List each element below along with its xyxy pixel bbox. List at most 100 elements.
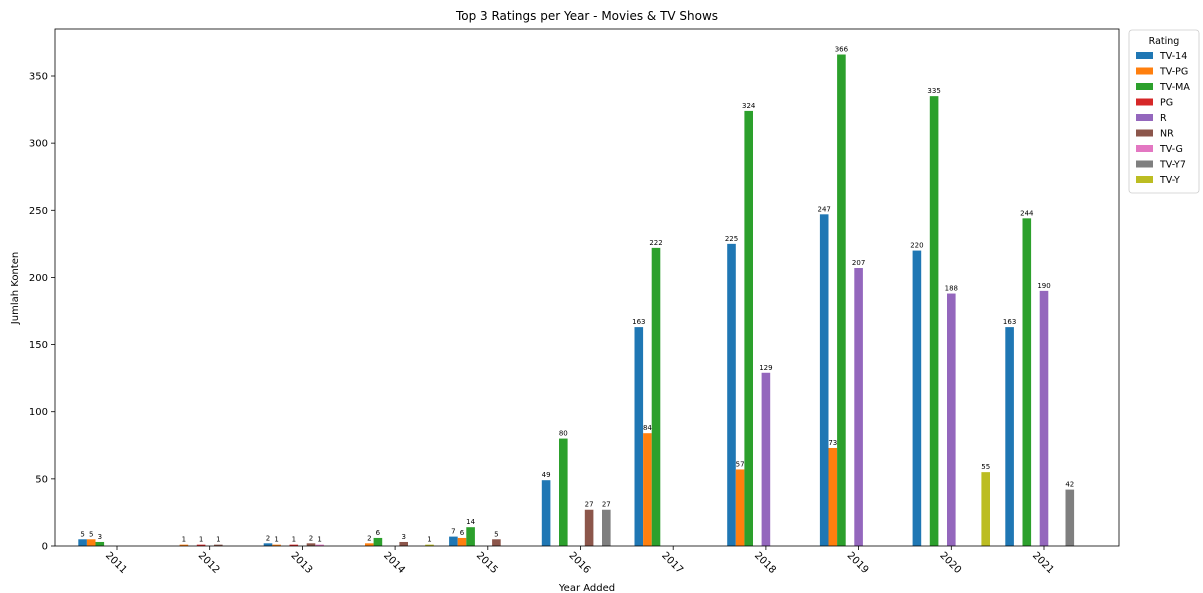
y-tick-label: 150 <box>29 340 48 351</box>
bar-value-label: 366 <box>835 46 849 54</box>
legend-swatch-r <box>1136 114 1153 121</box>
y-axis-label: Jumlah Konten <box>10 252 21 325</box>
bar-value-label: 163 <box>1003 318 1016 326</box>
x-tick-label: 2018 <box>752 550 778 576</box>
bar-r-2020 <box>947 293 956 546</box>
x-tick-label: 2017 <box>659 550 685 576</box>
bar-value-label: 1 <box>427 536 431 544</box>
bar-value-label: 129 <box>759 364 772 372</box>
bar-value-label: 42 <box>1065 481 1074 489</box>
bar-nr-2016 <box>584 509 594 546</box>
bar-value-label: 2 <box>266 534 270 542</box>
legend-swatch-tv-14 <box>1136 52 1153 59</box>
bar-tv-pg-2018 <box>735 469 745 546</box>
x-tick-label: 2016 <box>567 550 593 576</box>
legend-label: TV-14 <box>1159 51 1187 62</box>
bar-tv-pg-2011 <box>86 539 96 546</box>
bar-tv-y-2020 <box>981 472 990 546</box>
bar-value-label: 188 <box>945 285 958 293</box>
bar-value-label: 1 <box>199 536 203 544</box>
bar-tv-ma-2020 <box>929 96 939 547</box>
bar-tv-ma-2014 <box>373 537 383 546</box>
bar-value-label: 80 <box>559 430 568 438</box>
y-tick-label: 250 <box>29 206 48 217</box>
x-tick-label: 2020 <box>937 550 963 576</box>
bar-nr-2013 <box>306 543 316 546</box>
bar-r-2021 <box>1039 290 1049 546</box>
bar-value-label: 27 <box>602 501 611 509</box>
chart-title: Top 3 Ratings per Year - Movies & TV Sho… <box>455 9 718 23</box>
bar-tv-g-2013 <box>315 544 324 546</box>
bar-value-label: 55 <box>981 463 990 471</box>
y-tick-label: 200 <box>29 273 48 284</box>
bar-tv-14-2019 <box>819 214 829 547</box>
bar-value-label: 84 <box>643 424 652 432</box>
bar-tv-ma-2018 <box>744 110 753 547</box>
x-tick-label: 2019 <box>845 550 871 576</box>
bar-value-label: 1 <box>182 536 186 544</box>
bar-value-label: 2 <box>309 534 313 542</box>
bar-tv-pg-2019 <box>828 447 838 546</box>
legend-label: TV-Y7 <box>1159 160 1186 171</box>
bar-tv-ma-2016 <box>559 438 568 546</box>
y-tick-label: 50 <box>35 474 48 485</box>
x-tick-label: 2021 <box>1030 550 1056 576</box>
x-axis-label: Year Added <box>558 583 615 593</box>
bar-nr-2014 <box>399 541 408 546</box>
bar-value-label: 3 <box>98 533 102 541</box>
legend-swatch-tv-ma <box>1136 83 1153 90</box>
bar-value-label: 27 <box>585 501 594 509</box>
x-tick-label: 2013 <box>288 550 314 576</box>
bar-tv-pg-2017 <box>643 433 652 546</box>
legend-swatch-tv-y <box>1136 176 1153 183</box>
bar-value-label: 57 <box>736 460 745 468</box>
legend-label: R <box>1160 113 1167 124</box>
bar-tv-ma-2017 <box>651 247 661 546</box>
bar-r-2018 <box>761 372 771 546</box>
bar-tv-ma-2019 <box>837 54 846 547</box>
legend-swatch-tv-y7 <box>1136 160 1153 168</box>
bar-value-label: 163 <box>632 318 645 326</box>
bar-value-label: 222 <box>649 239 662 247</box>
bar-nr-2012 <box>214 544 223 546</box>
legend-label: NR <box>1160 129 1174 140</box>
bar-value-label: 7 <box>451 528 455 536</box>
bar-tv-ma-2015 <box>466 527 475 546</box>
y-axis: 0 50 100 150 200 250 300 350 <box>29 72 55 553</box>
bar-tv-14-2020 <box>912 250 922 547</box>
bar-pg-2013 <box>289 544 299 546</box>
bar-value-label: 225 <box>725 235 738 243</box>
x-tick-label: 2015 <box>474 550 500 576</box>
y-tick-label: 0 <box>42 542 48 553</box>
y-tick-label: 350 <box>29 72 48 83</box>
bar-value-label: 5 <box>80 530 84 538</box>
legend-label: TV-PG <box>1159 67 1188 78</box>
bar-tv-14-2013 <box>263 543 273 546</box>
bar-tv-y-2014 <box>425 544 434 546</box>
bar-tv-y7-2021 <box>1065 489 1075 546</box>
bar-value-label: 207 <box>852 259 865 267</box>
legend-label: TV-Y <box>1159 175 1180 186</box>
bar-value-label: 1 <box>292 536 296 544</box>
y-tick-label: 100 <box>29 407 48 418</box>
bar-tv-pg-2013 <box>272 544 281 546</box>
bar-value-label: 1 <box>216 536 220 544</box>
bar-value-label: 6 <box>376 529 381 537</box>
bar-value-label: 5 <box>89 530 93 538</box>
bar-tv-ma-2011 <box>95 541 105 546</box>
bar-tv-pg-2012 <box>179 544 189 546</box>
bar-value-label: 2 <box>367 534 371 542</box>
legend-swatch-pg <box>1136 98 1153 106</box>
bar-r-2019 <box>854 268 863 546</box>
bar-value-label: 247 <box>818 205 831 213</box>
plot-frame <box>54 28 1120 547</box>
bar-pg-2012 <box>196 544 206 546</box>
bar-value-label: 73 <box>828 439 837 447</box>
bar-tv-14-2015 <box>449 536 458 546</box>
legend-label: PG <box>1160 98 1173 109</box>
bar-value-label: 244 <box>1020 209 1034 217</box>
bar-value-label: 335 <box>927 87 940 95</box>
bar-tv-pg-2014 <box>365 543 374 546</box>
